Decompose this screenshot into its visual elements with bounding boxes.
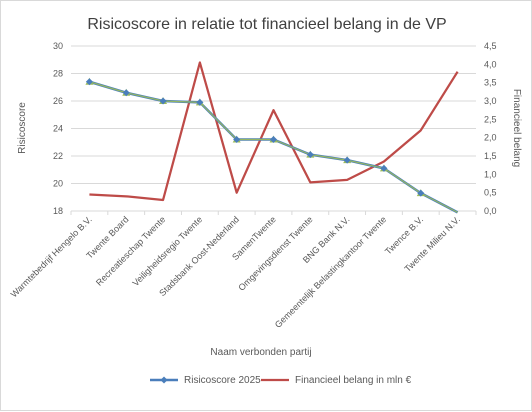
y2-tick-label: 4,0	[484, 59, 497, 69]
legend-label-risicoscore: Risicoscore 2025	[184, 375, 261, 386]
y2-tick-label: 1,0	[484, 169, 497, 179]
risicoscore-point	[269, 135, 278, 144]
risicoscore-point	[122, 89, 130, 97]
x-axis-title: Naam verbonden partij	[210, 347, 311, 358]
right-axis-ticks: 0,0 0,5 1,0 1,5 2,0 2,5 3,0 3,5 4,0 4,5	[484, 41, 497, 216]
x-tick-label: Veiligheidsregio Twente	[130, 214, 204, 288]
y-axis-title: Risicoscore	[17, 102, 28, 154]
chart-title: Risicoscore in relatie tot financieel be…	[87, 16, 446, 33]
legend-marker-risicoscore	[160, 376, 168, 384]
gridlines	[71, 45, 476, 212]
series-line-financieel-belang	[89, 61, 459, 202]
y-tick-label: 20	[53, 179, 63, 189]
risicoscore-point	[233, 135, 241, 144]
y-tick-label: 28	[53, 69, 63, 79]
x-tick-label: Omgevingsdienst Twente	[236, 214, 314, 292]
x-tick-label: Stadsbank Oost-Nederland	[157, 214, 241, 298]
y2-tick-label: 2,5	[484, 114, 497, 124]
legend: Risicoscore 2025 Financieel belang in mln…	[150, 375, 412, 386]
y2-tick-label: 3,0	[484, 96, 497, 106]
left-axis-ticks: 18 20 22 24 26 28 30	[53, 41, 63, 216]
y2-tick-label: 0,5	[484, 188, 497, 198]
y2-tick-label: 1,5	[484, 151, 497, 161]
risicoscore-point	[417, 189, 425, 197]
y-tick-label: 30	[53, 41, 63, 51]
y2-tick-label: 2,0	[484, 133, 497, 143]
x-axis-ticks: Warmtebedrijf Hengelo B.V.Twente BoardRe…	[9, 211, 477, 330]
risicoscore-point	[85, 78, 93, 86]
y-tick-label: 26	[53, 96, 63, 106]
x-tick-label: Warmtebedrijf Hengelo B.V.	[9, 214, 94, 299]
series-markers	[85, 77, 425, 197]
y2-tick-label: 4,5	[484, 41, 497, 51]
risicoscore-point	[306, 151, 314, 159]
y-tick-label: 22	[53, 151, 63, 161]
risicoscore-point	[380, 164, 388, 172]
risicoscore-point	[343, 156, 351, 164]
x-tick-label: Recreatieschap Twente	[94, 214, 167, 287]
risicoscore-point	[159, 97, 167, 105]
y2-axis-title: Financieel belang	[511, 89, 522, 167]
y2-tick-label: 0,0	[484, 206, 497, 216]
y2-tick-label: 3,5	[484, 78, 497, 88]
y-tick-label: 24	[53, 124, 63, 134]
risicoscore-point	[196, 98, 204, 106]
y-tick-label: 18	[53, 206, 63, 216]
legend-label-financieel-belang: Financieel belang in mln €	[295, 375, 412, 386]
